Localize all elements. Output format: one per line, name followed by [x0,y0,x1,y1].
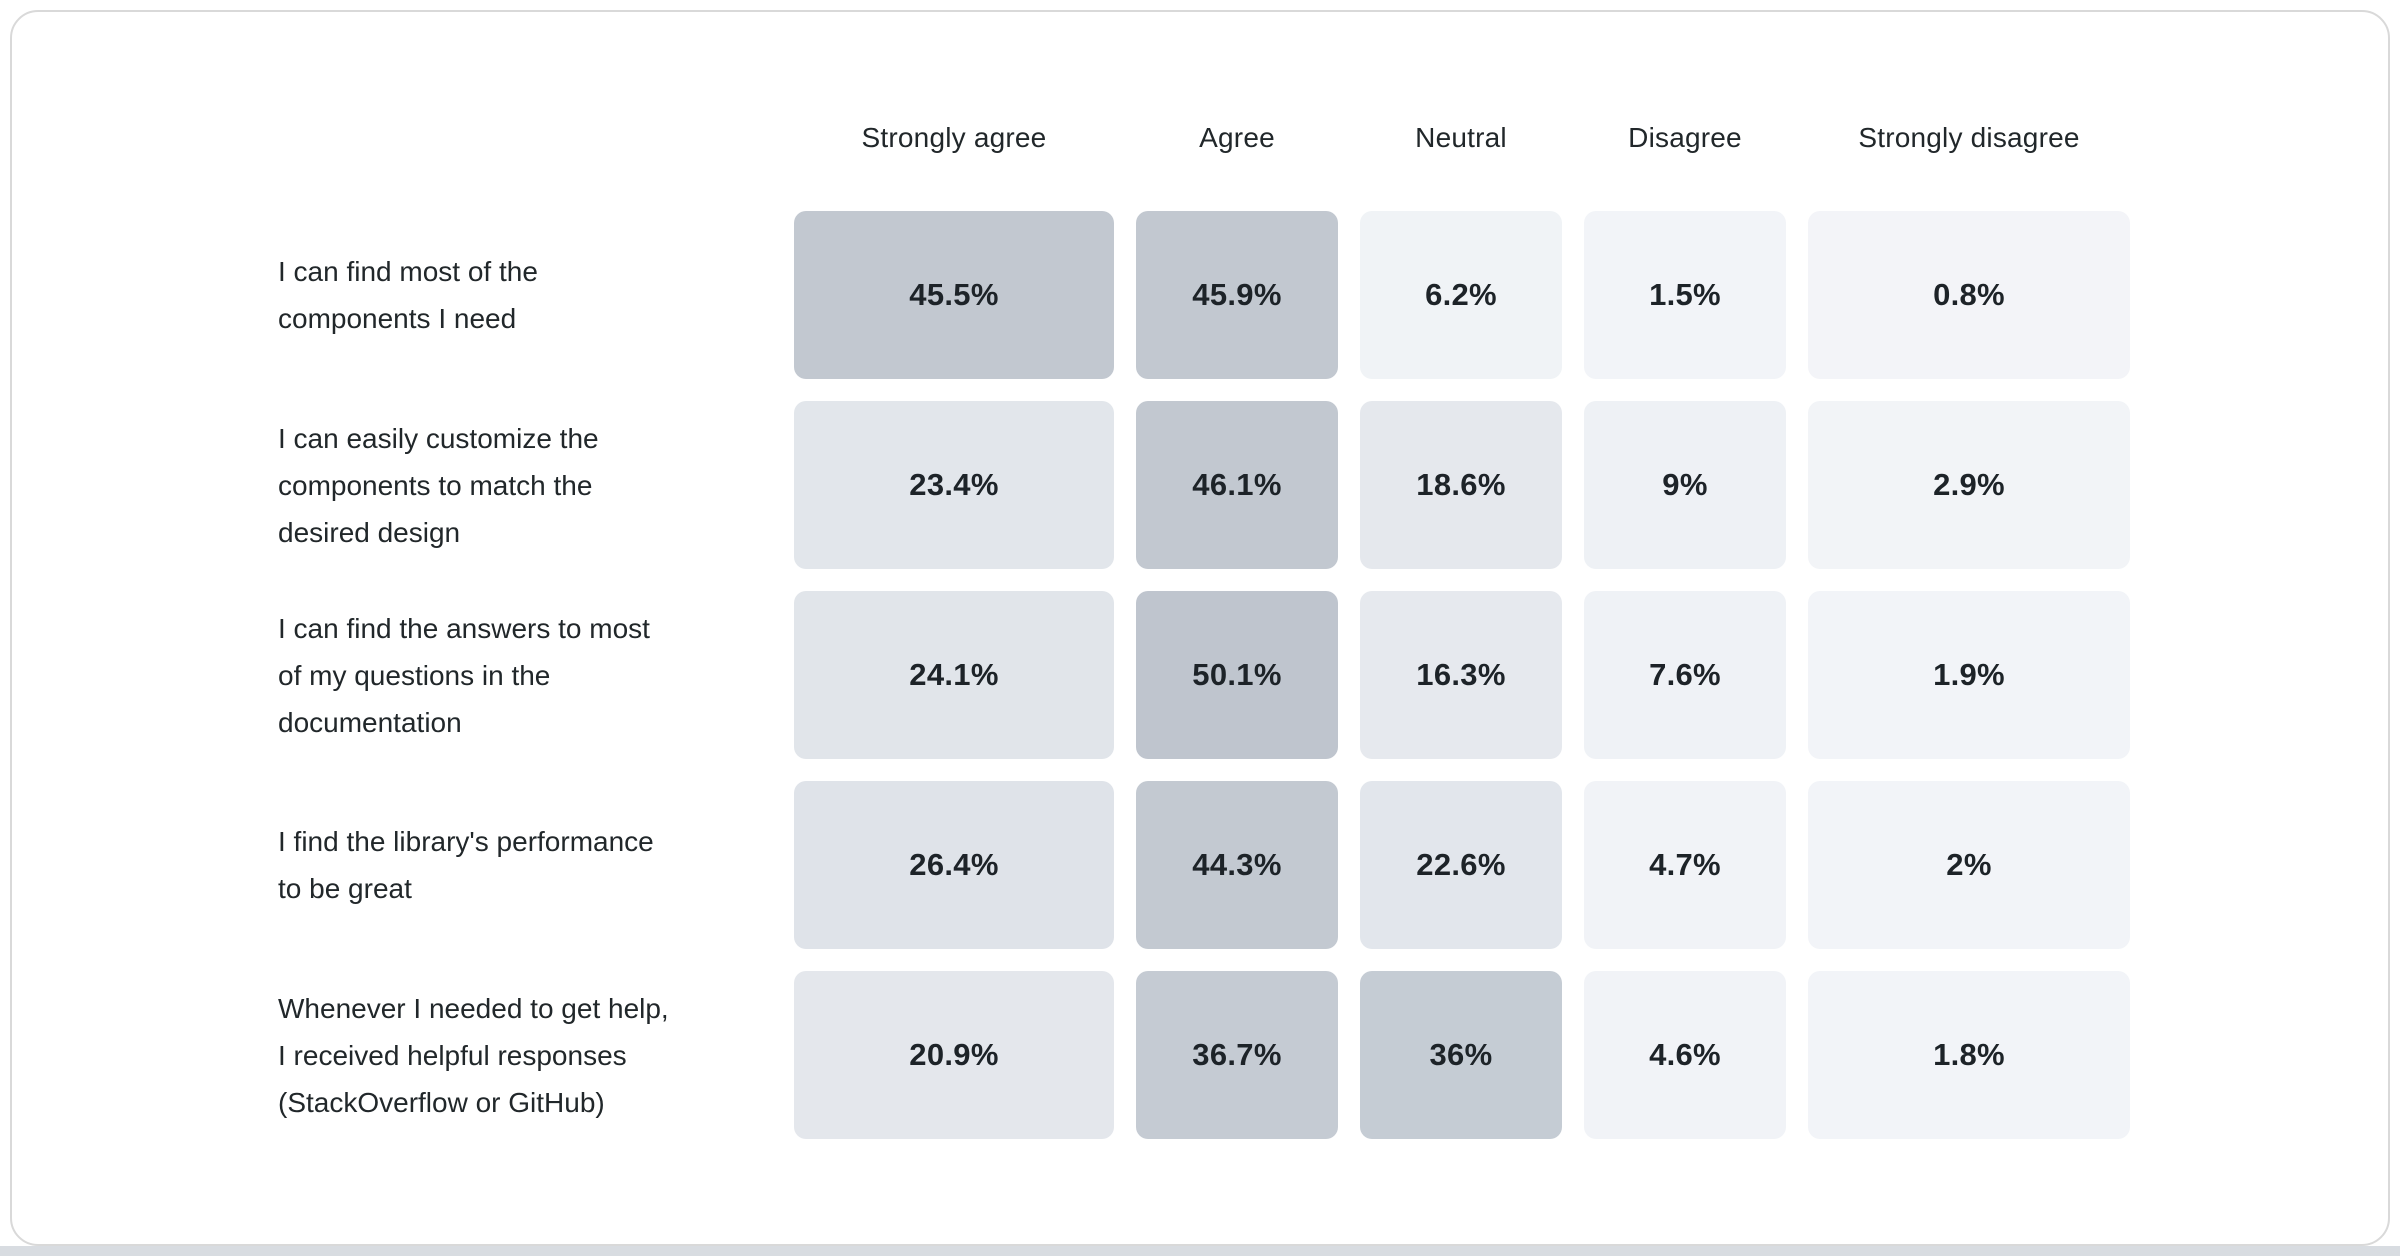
heatmap-cell: 7.6% [1584,591,1786,759]
heatmap-cell: 24.1% [794,591,1114,759]
heatmap-cell: 22.6% [1360,781,1562,949]
heatmap-cell: 45.9% [1136,211,1338,379]
column-header: Disagree [1628,122,1742,153]
heatmap-cell: 1.9% [1808,591,2130,759]
column-header: Strongly agree [861,122,1047,153]
heatmap-cell: 36.7% [1136,971,1338,1139]
heatmap-cell: 6.2% [1360,211,1562,379]
heatmap-cell: 4.6% [1584,971,1786,1139]
heatmap-cell: 1.5% [1584,211,1786,379]
heatmap-cell: 1.8% [1808,971,2130,1139]
heatmap-cell: 45.5% [794,211,1114,379]
table-header-row: Strongly agree Agree Neutral Disagree Strong… [12,115,2388,161]
row-label: I can find most of the components I need [278,256,538,334]
row-label: Whenever I needed to get help, I receive… [278,992,669,1118]
heatmap-cell: 26.4% [794,781,1114,949]
table-row: I find the library's performance to be g… [12,781,2388,949]
heatmap-cell: 50.1% [1136,591,1338,759]
heatmap-cell: 20.9% [794,971,1114,1139]
column-header: Neutral [1415,122,1507,153]
heatmap-cell: 2.9% [1808,401,2130,569]
heatmap-cell: 36% [1360,971,1562,1139]
heatmap-cell: 16.3% [1360,591,1562,759]
column-header: Strongly disagree [1858,122,2080,153]
column-header: Agree [1199,122,1275,153]
table-row: I can find the answers to most of my que… [12,591,2388,759]
heatmap-cell: 9% [1584,401,1786,569]
heatmap-cell: 46.1% [1136,401,1338,569]
heatmap-cell: 44.3% [1136,781,1338,949]
bottom-strip [0,1246,2400,1256]
survey-results-card: Strongly agree Agree Neutral Disagree Strong… [10,10,2390,1246]
table-row: Whenever I needed to get help, I receive… [12,971,2388,1139]
heatmap-cell: 18.6% [1360,401,1562,569]
row-label: I can easily customize the components to… [278,422,599,548]
table-row: I can find most of the components I need… [12,211,2388,379]
row-label: I find the library's performance to be g… [278,826,654,904]
row-label: I can find the answers to most of my que… [278,612,650,738]
heatmap-cell: 0.8% [1808,211,2130,379]
heatmap-cell: 23.4% [794,401,1114,569]
heatmap-cell: 4.7% [1584,781,1786,949]
heatmap-cell: 2% [1808,781,2130,949]
table-row: I can easily customize the components to… [12,401,2388,569]
table-body: I can find most of the components I need… [12,211,2388,1139]
